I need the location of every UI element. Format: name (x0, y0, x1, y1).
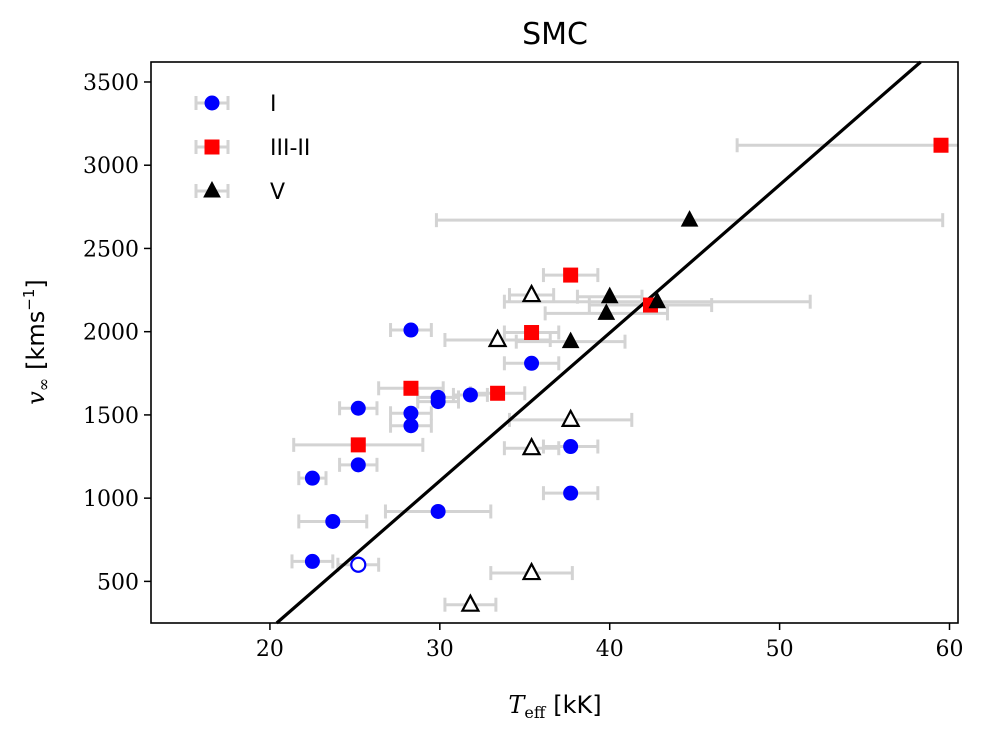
y-axis-label-sub: ∞ (34, 378, 53, 391)
y-tick-label: 3500 (83, 71, 139, 96)
data-point-circle (563, 439, 579, 455)
legend-marker-square (204, 139, 220, 155)
data-point-triangle (560, 408, 581, 428)
x-axis-label-unit: [kK] (553, 691, 601, 719)
y-tick-label: 3000 (83, 154, 139, 179)
data-point-triangle (487, 328, 508, 348)
data-point-circle (430, 394, 446, 410)
data-point-square (403, 380, 419, 396)
data-point-triangle (521, 283, 542, 303)
x-axis-label-sub: eff (524, 703, 546, 722)
x-tick-label: 30 (426, 637, 454, 662)
plot-frame (150, 61, 959, 624)
data-point-triangle (521, 561, 542, 581)
data-point-circle (563, 485, 579, 501)
x-tick-label: 60 (936, 637, 964, 662)
y-tick-label: 1000 (83, 487, 139, 512)
y-axis-label: v∞ [kms−1] (20, 279, 53, 405)
legend-label: III-II (270, 136, 310, 161)
data-point-circle (350, 556, 367, 573)
data-point-square (350, 437, 366, 453)
data-point-circle (304, 470, 320, 486)
y-tick-label: 2000 (83, 321, 139, 346)
y-tick-label: 1500 (83, 404, 139, 429)
data-point-square (524, 325, 540, 341)
data-point-triangle (561, 331, 580, 349)
data-point-square (563, 267, 579, 283)
data-point-triangle (521, 436, 542, 456)
legend-marker-triangle (203, 180, 221, 198)
data-point-circle (350, 457, 366, 473)
data-point-triangle (648, 291, 667, 309)
fit-line (275, 60, 922, 625)
data-point-circle (350, 400, 366, 416)
x-tick-label: 40 (596, 637, 624, 662)
y-axis-label-exp: −1 (20, 289, 38, 311)
legend: I III-II V (194, 92, 310, 205)
legend-marker-circle (204, 95, 220, 111)
data-point-square (933, 137, 949, 153)
legend-label: I (270, 92, 277, 117)
data-point-circle (462, 387, 478, 403)
chart-title: SMC (522, 17, 588, 52)
data-point-triangle (597, 303, 616, 320)
data-point-circle (430, 503, 446, 519)
data-point-triangle (680, 210, 699, 227)
x-tick-label: 20 (256, 637, 284, 662)
legend-label: V (270, 180, 285, 205)
data-point-circle (403, 322, 419, 338)
y-axis-label-unit: [kms (22, 311, 50, 370)
data-point-circle (304, 553, 320, 569)
data-point-triangle (460, 593, 481, 612)
x-axis-label-main: T (508, 691, 526, 719)
marker-layer (304, 137, 949, 612)
data-point-triangle (600, 286, 619, 304)
x-tick-label: 50 (766, 637, 794, 662)
data-point-circle (524, 355, 540, 371)
x-axis-ticks: 20 30 40 50 60 (256, 623, 964, 662)
y-axis-ticks: 500 1000 1500 2000 2500 3000 3500 (83, 71, 151, 595)
fit-line-layer (275, 60, 922, 625)
data-point-circle (403, 405, 419, 421)
y-axis-label-main: v (22, 391, 50, 405)
x-axis-label: Teff [kK] (508, 691, 601, 722)
data-point-circle (403, 418, 419, 434)
data-point-square (490, 385, 506, 401)
y-axis-label-close: ] (22, 279, 50, 288)
data-point-circle (325, 513, 341, 529)
y-tick-label: 2500 (83, 237, 139, 262)
y-tick-label: 500 (97, 570, 139, 595)
